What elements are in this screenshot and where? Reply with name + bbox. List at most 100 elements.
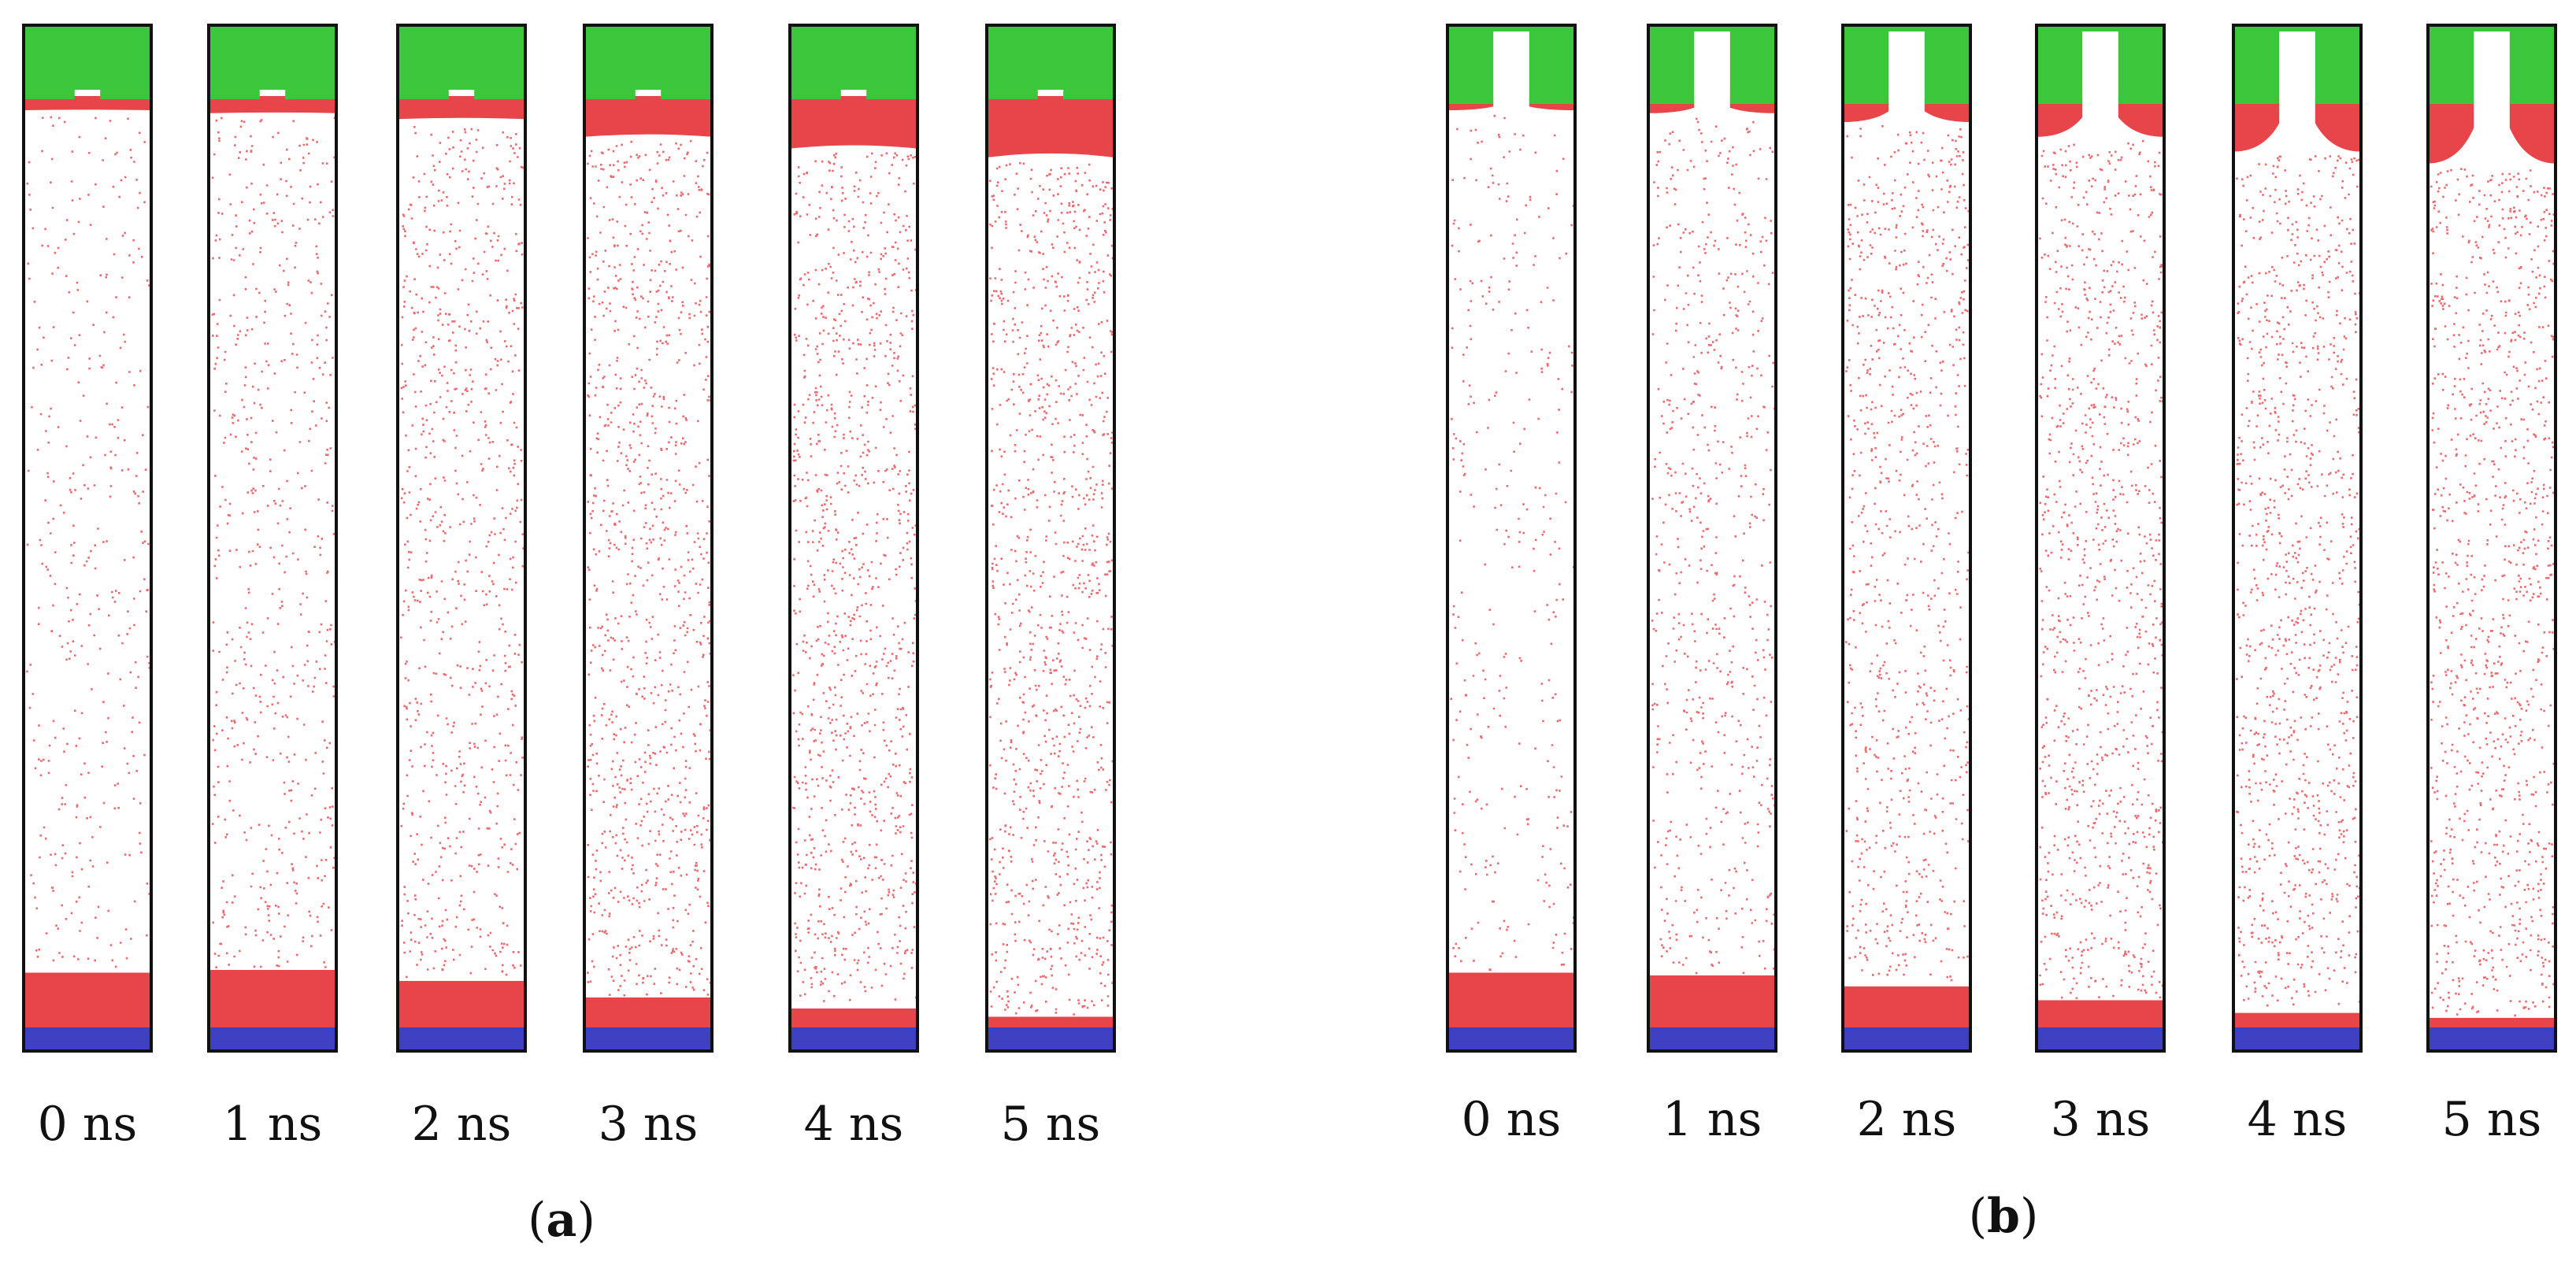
time-label: 2 ns (412, 1097, 512, 1152)
snapshot-border (1647, 24, 1777, 1053)
top-deposit (987, 96, 1114, 157)
time-label: 4 ns (804, 1097, 904, 1152)
snapshot-background (209, 25, 336, 1051)
bottom-wall (1648, 1027, 1776, 1051)
bottom-deposit (2233, 1012, 2361, 1027)
top-wall (2428, 25, 2556, 104)
time-label: 5 ns (2442, 1092, 2542, 1147)
snapshot-b-4 (2232, 24, 2363, 1053)
top-deposit (790, 96, 917, 149)
top-wall (1447, 25, 1575, 104)
bottom-wall (584, 1027, 712, 1051)
snapshot-background (398, 25, 525, 1051)
top-wall (2037, 25, 2164, 104)
top-deposit-left (2233, 96, 2280, 152)
bottom-wall (790, 1027, 917, 1051)
panel-a-label: (a) (528, 1193, 595, 1248)
snapshot-background (1447, 25, 1575, 1051)
bottom-wall (24, 1027, 151, 1051)
snapshot-background (1648, 25, 1776, 1051)
panel-b-label: (b) (1969, 1189, 2039, 1244)
top-deposit-right (2509, 96, 2556, 164)
snapshot-a-5 (985, 24, 1116, 1053)
top-wall (209, 25, 336, 99)
snapshot-b-2 (1841, 24, 1972, 1053)
bottom-deposit (1447, 972, 1575, 1027)
snapshot-border (1446, 24, 1577, 1053)
wall-slot (2474, 31, 2510, 168)
bottom-deposit (1843, 986, 1970, 1027)
bottom-deposit (2428, 1017, 2556, 1027)
snapshot-a-3 (583, 24, 713, 1053)
snapshot-background (987, 25, 1114, 1051)
top-wall (584, 25, 712, 99)
bottom-wall (987, 1027, 1114, 1051)
time-label: 1 ns (223, 1097, 323, 1152)
gas-particles (587, 139, 712, 997)
snapshot-a-0 (22, 24, 153, 1053)
top-deposit-right (2118, 96, 2164, 137)
bottom-wall (1843, 1027, 1970, 1051)
bottom-wall (398, 1027, 525, 1051)
time-label: 3 ns (599, 1097, 699, 1152)
snapshot-a-2 (396, 24, 527, 1053)
snapshot-background (2037, 25, 2164, 1051)
panel-b: 0 ns 1 ns 2 ns 3 ns 4 ns 5 ns (1446, 24, 2557, 1147)
top-wall (1648, 25, 1776, 104)
snapshot-border (788, 24, 919, 1053)
bottom-wall (2037, 1027, 2164, 1051)
bottom-deposit (2037, 1000, 2164, 1027)
snapshot-background (2233, 25, 2361, 1051)
top-wall (790, 25, 917, 99)
top-wall (987, 25, 1114, 99)
snapshot-background (24, 25, 151, 1051)
gas-particles (2039, 139, 2164, 1000)
top-deposit (209, 96, 336, 113)
wall-slot (1888, 31, 1925, 126)
snapshot-b-5 (2426, 24, 2557, 1053)
snapshot-border (22, 24, 153, 1053)
top-wall (398, 25, 525, 99)
snapshot-border (985, 24, 1116, 1053)
top-wall (2233, 25, 2361, 104)
snapshot-background (1843, 25, 1970, 1051)
bottom-deposit (790, 1008, 917, 1027)
top-deposit-left (2037, 96, 2083, 137)
top-wall (24, 25, 151, 99)
bottom-deposit (987, 1016, 1114, 1027)
time-label: 5 ns (1001, 1097, 1101, 1152)
time-label: 1 ns (1662, 1092, 1762, 1147)
top-deposit-left (2428, 96, 2474, 164)
top-deposit-right (2315, 96, 2361, 152)
time-label: 0 ns (38, 1097, 138, 1152)
top-wall (1843, 25, 1970, 104)
bottom-deposit (584, 997, 712, 1027)
time-label: 3 ns (2051, 1092, 2151, 1147)
snapshot-b-3 (2035, 24, 2166, 1053)
snapshot-border (207, 24, 338, 1053)
snapshot-b-0 (1446, 24, 1577, 1053)
snapshot-a-4 (788, 24, 919, 1053)
bottom-wall (1447, 1027, 1575, 1051)
snapshot-background (584, 25, 712, 1051)
snapshot-border (2035, 24, 2166, 1053)
snapshot-b-1 (1647, 24, 1777, 1053)
snapshot-border (396, 24, 527, 1053)
wall-slot (2279, 31, 2315, 156)
wall-slot (2082, 31, 2118, 141)
wall-slot (1493, 31, 1529, 114)
bottom-deposit (398, 981, 525, 1027)
time-label: 2 ns (1857, 1092, 1957, 1147)
snapshot-border (2426, 24, 2557, 1053)
bottom-deposit (1648, 975, 1776, 1027)
snapshot-border (2232, 24, 2363, 1053)
top-deposit (584, 96, 712, 137)
bottom-wall (2428, 1027, 2556, 1051)
bottom-deposit (209, 970, 336, 1027)
top-deposit (398, 96, 525, 120)
time-label: 0 ns (1462, 1092, 1562, 1147)
snapshot-border (583, 24, 713, 1053)
snapshot-a-1 (207, 24, 338, 1053)
bottom-deposit (24, 972, 151, 1027)
